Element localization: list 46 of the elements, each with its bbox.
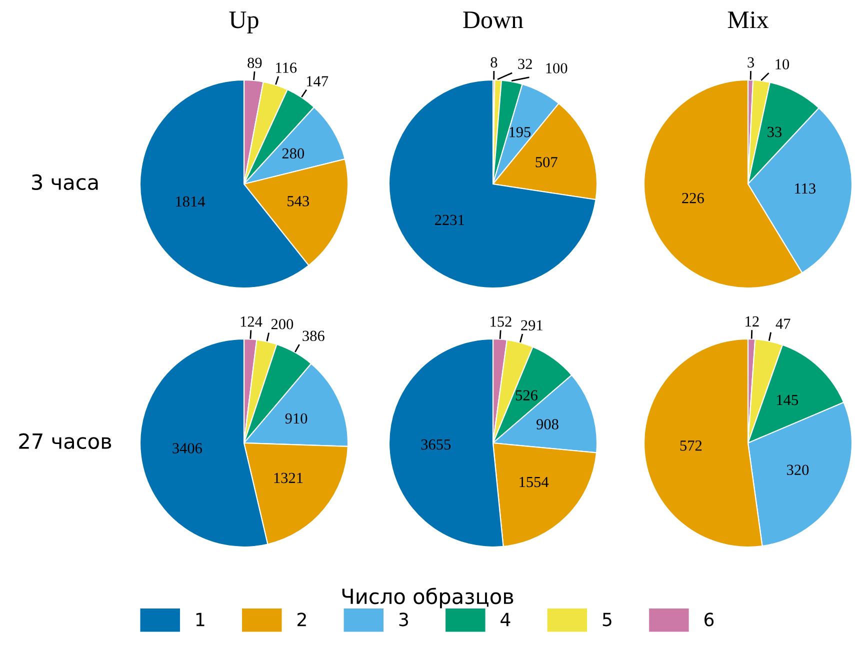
data-label: 145 bbox=[777, 394, 798, 406]
data-label: 1321 bbox=[274, 472, 303, 484]
data-label: 2231 bbox=[435, 214, 464, 226]
data-label: 113 bbox=[795, 183, 816, 194]
data-label: 100 bbox=[546, 63, 568, 74]
data-label: 1554 bbox=[520, 476, 549, 488]
data-label: 386 bbox=[302, 330, 324, 342]
data-label: 10 bbox=[776, 59, 790, 70]
legend-label: 1 bbox=[196, 612, 204, 626]
data-label: 32 bbox=[518, 58, 532, 70]
data-label: 226 bbox=[682, 193, 704, 204]
data-label: 3655 bbox=[421, 439, 451, 450]
data-label: 3 bbox=[748, 57, 754, 68]
data-label: 1814 bbox=[176, 196, 206, 207]
legend-label: 3 bbox=[399, 612, 408, 626]
chart-title: Up bbox=[229, 12, 258, 34]
data-label: 291 bbox=[521, 320, 542, 330]
text: 27 часов bbox=[19, 433, 112, 450]
data-label: 12 bbox=[746, 316, 759, 326]
chart-title: Down bbox=[463, 12, 524, 28]
data-label: 152 bbox=[490, 316, 512, 327]
data-label: 147 bbox=[306, 76, 328, 86]
data-label: 543 bbox=[288, 196, 310, 206]
chart-title: Mix bbox=[728, 11, 769, 28]
legend-label: 4 bbox=[500, 612, 510, 626]
data-label: 195 bbox=[510, 126, 531, 138]
data-label: 280 bbox=[282, 148, 304, 159]
data-label: 89 bbox=[248, 58, 262, 68]
data-label: 47 bbox=[776, 318, 790, 329]
data-label: 33 bbox=[768, 126, 782, 138]
text: 3 часа bbox=[32, 174, 98, 190]
data-label: 8 bbox=[490, 57, 498, 68]
data-label: 320 bbox=[787, 464, 809, 476]
data-label: 572 bbox=[680, 440, 702, 451]
data-label: 526 bbox=[516, 390, 538, 400]
data-label: 910 bbox=[285, 413, 308, 424]
data-label: 3406 bbox=[172, 443, 202, 454]
data-label: 200 bbox=[271, 319, 294, 330]
data-label: 124 bbox=[240, 316, 262, 327]
legend-label: 5 bbox=[602, 612, 612, 626]
legend-label: 2 bbox=[298, 612, 306, 626]
legend-label: 6 bbox=[704, 612, 714, 626]
data-label: 116 bbox=[276, 62, 297, 73]
legend-title: Число образцов bbox=[342, 588, 514, 608]
data-label: 908 bbox=[536, 419, 558, 430]
data-label: 507 bbox=[536, 156, 558, 168]
